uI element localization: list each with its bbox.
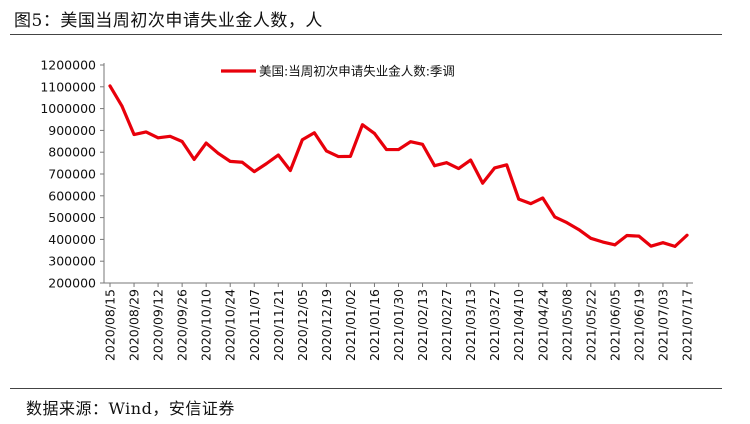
x-tick-label: 2020/12/05 bbox=[295, 289, 310, 361]
data-point bbox=[156, 136, 160, 140]
data-point bbox=[144, 130, 148, 134]
axes bbox=[103, 63, 693, 284]
data-point bbox=[397, 148, 400, 151]
data-point bbox=[288, 169, 292, 172]
x-tick-label: 2021/07/17 bbox=[680, 289, 695, 361]
data-point bbox=[228, 159, 232, 163]
data-point bbox=[361, 123, 364, 127]
x-tick-label: 2021/06/19 bbox=[631, 289, 646, 361]
data-point bbox=[373, 132, 376, 135]
data-point bbox=[192, 157, 196, 161]
x-tick-label: 2021/02/27 bbox=[439, 289, 454, 361]
data-point bbox=[625, 234, 629, 237]
x-tick-label: 2021/04/10 bbox=[511, 289, 526, 361]
y-axis-ticks: 1200000 1100000 1000000 900000 800000 700000 6… bbox=[40, 58, 104, 291]
legend: 美国:当周初次申请失业金人数:季调 bbox=[221, 64, 455, 79]
y-tick-label: 400000 bbox=[48, 232, 96, 247]
data-point bbox=[312, 131, 316, 135]
legend-label: 美国:当周初次申请失业金人数:季调 bbox=[259, 64, 455, 79]
data-point bbox=[276, 153, 280, 157]
x-tick-label: 2021/01/16 bbox=[367, 289, 382, 361]
data-point bbox=[505, 163, 509, 167]
x-tick-label: 2020/08/29 bbox=[127, 289, 142, 361]
data-point bbox=[180, 140, 184, 143]
data-point bbox=[649, 244, 653, 248]
data-point bbox=[264, 162, 268, 166]
x-tick-label: 2020/12/19 bbox=[319, 289, 334, 361]
data-point bbox=[204, 141, 208, 145]
data-point bbox=[409, 140, 412, 144]
bottom-rule bbox=[10, 388, 722, 389]
data-point bbox=[529, 202, 533, 206]
data-point bbox=[469, 158, 473, 162]
x-axis-ticks: 2020/08/15 2020/08/29 2020/09/12 2020/09/26… bbox=[103, 283, 695, 361]
x-tick-label: 2021/01/30 bbox=[391, 289, 406, 361]
x-tick-label: 2021/02/13 bbox=[415, 289, 430, 361]
series-line bbox=[108, 84, 689, 248]
data-point bbox=[541, 196, 545, 200]
y-tick-label: 600000 bbox=[48, 188, 96, 203]
x-tick-label: 2021/06/05 bbox=[607, 289, 622, 361]
data-point bbox=[601, 240, 605, 244]
x-tick-label: 2021/05/22 bbox=[583, 289, 598, 361]
y-tick-label: 1100000 bbox=[40, 79, 96, 94]
x-tick-label: 2020/09/26 bbox=[175, 289, 190, 361]
chart-title: 图5：美国当周初次申请失业金人数，人 bbox=[14, 11, 323, 31]
x-tick-label: 2020/09/12 bbox=[151, 289, 166, 361]
data-point bbox=[637, 234, 641, 238]
y-tick-label: 1000000 bbox=[40, 101, 96, 116]
data-point bbox=[517, 197, 521, 201]
data-point bbox=[565, 221, 569, 225]
data-point bbox=[336, 155, 340, 158]
data-point bbox=[240, 160, 244, 164]
x-tick-label: 2021/03/27 bbox=[487, 289, 502, 361]
data-point bbox=[324, 149, 328, 153]
y-tick-label: 800000 bbox=[48, 145, 96, 160]
x-tick-label: 2021/01/02 bbox=[343, 289, 358, 361]
x-tick-label: 2021/04/24 bbox=[535, 289, 550, 361]
data-point bbox=[349, 154, 352, 158]
y-tick-label: 300000 bbox=[48, 254, 96, 269]
data-point bbox=[577, 228, 581, 231]
data-point bbox=[421, 142, 424, 146]
y-tick-label: 700000 bbox=[48, 167, 96, 182]
x-tick-label: 2020/11/07 bbox=[247, 289, 262, 361]
data-point bbox=[300, 138, 304, 142]
data-point bbox=[108, 84, 112, 88]
data-source-note: 数据来源：Wind，安信证券 bbox=[26, 399, 235, 418]
x-tick-label: 2021/05/08 bbox=[559, 289, 574, 361]
x-tick-label: 2021/07/03 bbox=[655, 289, 670, 361]
data-point bbox=[457, 167, 461, 170]
y-tick-label: 900000 bbox=[48, 123, 96, 138]
data-point bbox=[493, 166, 497, 170]
x-tick-label: 2020/10/24 bbox=[223, 289, 238, 361]
series-layer bbox=[108, 84, 689, 248]
data-point bbox=[553, 215, 557, 219]
y-tick-label: 200000 bbox=[48, 276, 96, 291]
data-point bbox=[385, 148, 388, 151]
x-tick-label: 2020/08/15 bbox=[103, 289, 118, 361]
y-tick-label: 1200000 bbox=[40, 58, 96, 73]
data-point bbox=[673, 244, 677, 248]
data-point bbox=[613, 243, 617, 247]
data-point bbox=[433, 164, 436, 168]
data-point bbox=[120, 104, 124, 108]
data-point bbox=[589, 236, 593, 240]
data-point bbox=[252, 170, 256, 174]
top-rule bbox=[10, 34, 722, 35]
data-point bbox=[445, 161, 448, 165]
data-point bbox=[685, 233, 689, 237]
y-tick-label: 500000 bbox=[48, 210, 96, 225]
data-point bbox=[481, 181, 485, 185]
x-tick-label: 2020/10/10 bbox=[199, 289, 214, 361]
x-tick-label: 2020/11/21 bbox=[271, 289, 286, 361]
x-tick-label: 2021/03/13 bbox=[463, 289, 478, 361]
data-point bbox=[661, 241, 665, 245]
data-point bbox=[168, 134, 172, 138]
data-point bbox=[132, 133, 136, 136]
data-point bbox=[216, 151, 220, 155]
